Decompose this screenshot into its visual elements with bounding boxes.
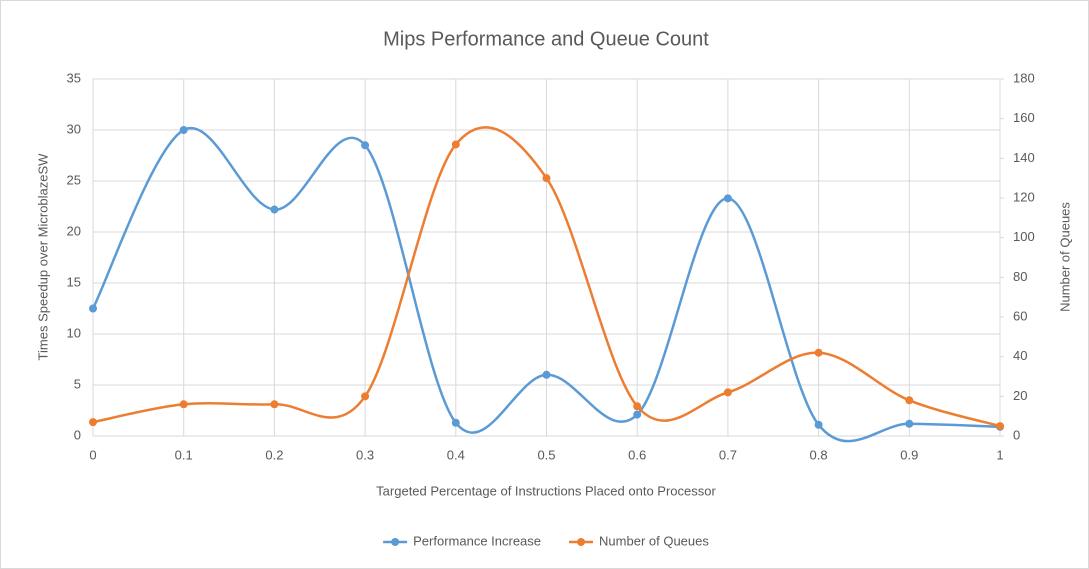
data-point [814, 348, 823, 357]
data-point [723, 388, 732, 397]
y-tick-label: 10 [67, 325, 81, 340]
data-point [270, 205, 279, 214]
y2-tick-label: 80 [1013, 269, 1027, 284]
data-point [361, 141, 370, 150]
x-tick-label: 0.8 [810, 447, 828, 462]
y-tick-label: 20 [67, 223, 81, 238]
y-tick-label: 15 [67, 274, 81, 289]
x-axis-title: Targeted Percentage of Instructions Plac… [376, 483, 716, 498]
x-tick-label: 0.7 [719, 447, 737, 462]
data-point [996, 422, 1004, 431]
y2-tick-label: 100 [1013, 229, 1035, 244]
y2-tick-label: 140 [1013, 150, 1035, 165]
data-point [179, 400, 188, 409]
data-point [270, 400, 279, 409]
chart-title: Mips Performance and Queue Count [383, 28, 709, 50]
y-tick-label: 5 [74, 376, 81, 391]
data-point [723, 194, 732, 203]
y-tick-label: 30 [67, 121, 81, 136]
y2-tick-label: 160 [1013, 110, 1035, 125]
x-tick-label: 0.9 [900, 447, 918, 462]
y2-tick-label: 0 [1013, 427, 1020, 442]
y2-tick-label: 40 [1013, 348, 1027, 363]
y-axis-title: Times Speedup over MicroblazeSW [35, 153, 50, 361]
x-tick-label: 0.2 [265, 447, 283, 462]
data-point [633, 410, 642, 419]
y2-tick-label: 20 [1013, 388, 1027, 403]
x-tick-label: 0.4 [447, 447, 465, 462]
data-point [89, 304, 97, 313]
y2-tick-label: 120 [1013, 189, 1035, 204]
legend-marker [391, 538, 400, 546]
data-point [451, 418, 460, 427]
data-point [814, 420, 823, 429]
x-tick-label: 0.5 [537, 447, 555, 462]
x-tick-label: 1 [996, 447, 1003, 462]
data-point [361, 392, 370, 401]
data-point [633, 402, 642, 411]
legend-marker [577, 538, 586, 546]
y-tick-label: 25 [67, 172, 81, 187]
data-point [451, 140, 460, 149]
data-point [179, 126, 188, 134]
data-point [905, 396, 914, 405]
legend-label: Number of Queues [599, 533, 709, 548]
data-point [542, 370, 551, 379]
x-tick-label: 0 [89, 447, 96, 462]
y2-tick-label: 60 [1013, 308, 1027, 323]
legend-label: Performance Increase [413, 533, 541, 548]
x-tick-label: 0.1 [175, 447, 193, 462]
y2-axis-title: Number of Queues [1057, 202, 1072, 312]
x-tick-label: 0.6 [628, 447, 646, 462]
data-point [905, 419, 914, 428]
data-point [542, 174, 551, 183]
x-tick-label: 0.3 [356, 447, 374, 462]
y-tick-label: 0 [74, 427, 81, 442]
data-point [89, 418, 97, 427]
y-tick-label: 35 [67, 70, 81, 85]
y2-tick-label: 180 [1013, 70, 1035, 85]
